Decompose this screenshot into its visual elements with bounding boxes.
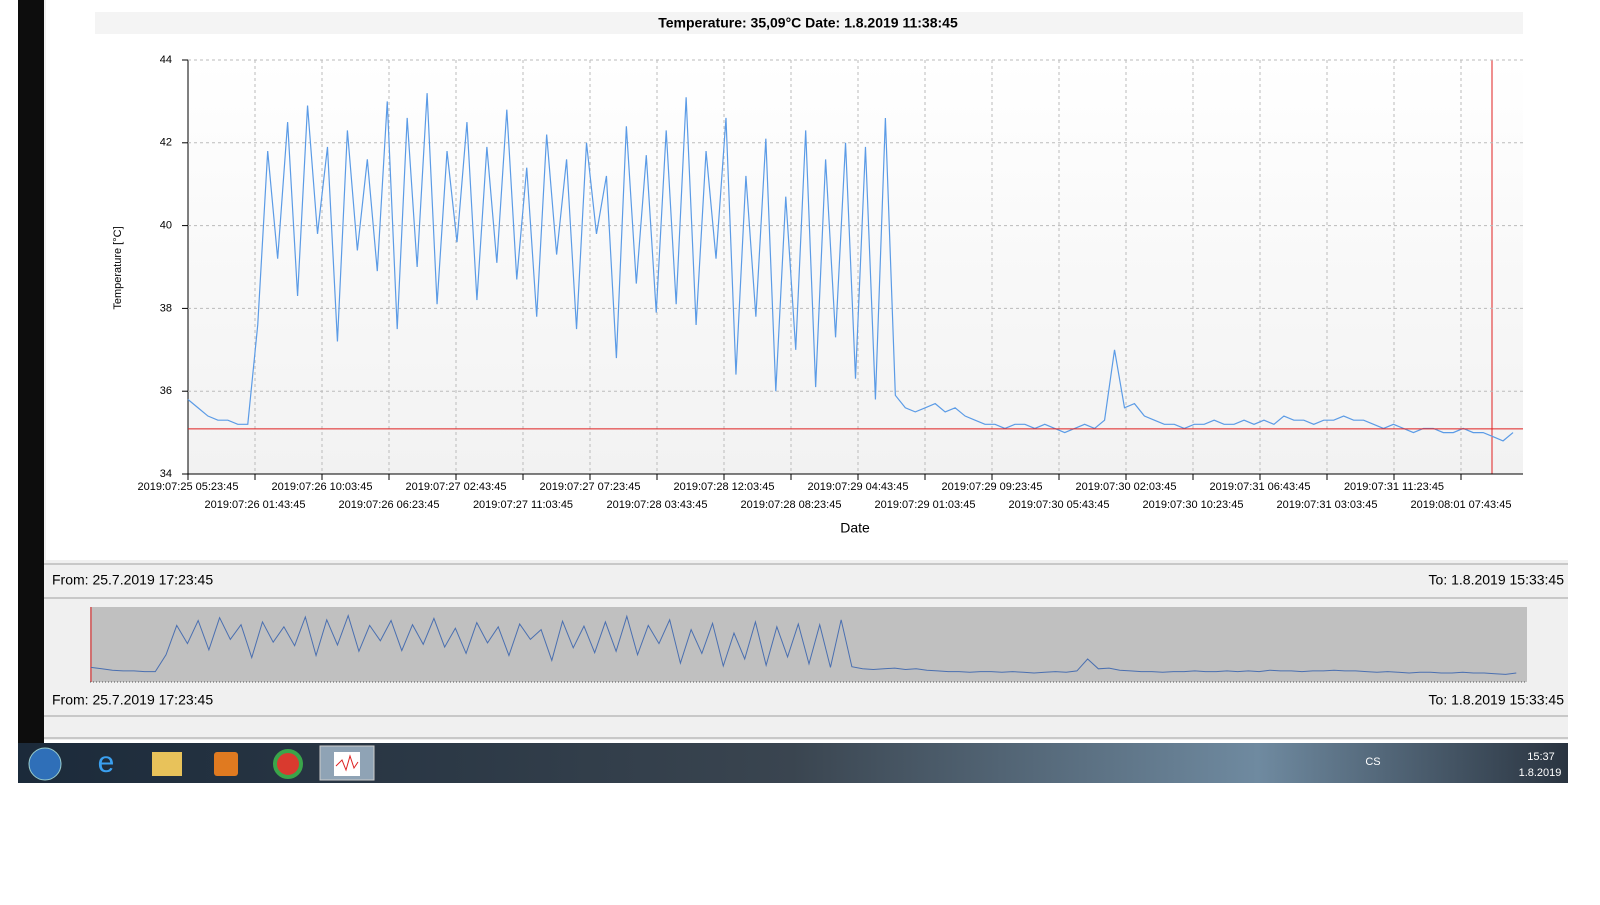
range-to: To: 1.8.2019 15:33:45 (1429, 692, 1565, 708)
x-tick-label: 2019:07:29 04:43:45 (808, 481, 909, 493)
x-tick-label: 2019:07:29 01:03:45 (875, 499, 976, 511)
x-tick-label: 2019:07:26 06:23:45 (339, 499, 440, 511)
x-tick-label: 2019:07:27 02:43:45 (406, 481, 507, 493)
x-tick-label: 2019:08:01 07:43:45 (1411, 499, 1512, 511)
start-button[interactable] (28, 747, 62, 781)
taskbar (18, 743, 1568, 783)
x-axis-label: Date (840, 520, 870, 536)
range-from: From: 25.7.2019 17:23:45 (52, 692, 213, 708)
x-tick-label: 2019:07:30 05:43:45 (1009, 499, 1110, 511)
x-tick-label: 2019:07:26 10:03:45 (272, 481, 373, 493)
x-tick-label: 2019:07:31 11:23:45 (1344, 481, 1444, 493)
y-axis-label: Temperature [°C] (112, 226, 124, 309)
media-icon[interactable] (214, 752, 238, 776)
x-tick-label: 2019:07:28 08:23:45 (741, 499, 842, 511)
x-tick-label: 2019:07:25 05:23:45 (138, 481, 239, 493)
x-tick-label: 2019:07:31 03:03:45 (1277, 499, 1378, 511)
x-tick-label: 2019:07:26 01:43:45 (205, 499, 306, 511)
y-tick-label: 40 (160, 220, 172, 232)
chart-title: Temperature: 35,09°C Date: 1.8.2019 11:3… (658, 15, 958, 31)
x-tick-label: 2019:07:27 07:23:45 (540, 481, 641, 493)
x-tick-label: 2019:07:30 10:23:45 (1143, 499, 1244, 511)
temperature-line (187, 93, 1514, 442)
x-tick-label: 2019:07:30 02:03:45 (1076, 481, 1177, 493)
explorer-icon[interactable] (152, 752, 182, 776)
x-tick-label: 2019:07:28 03:43:45 (607, 499, 708, 511)
y-tick-label: 44 (160, 54, 172, 66)
x-tick-label: 2019:07:29 09:23:45 (942, 481, 1043, 493)
chrome-icon[interactable] (273, 749, 303, 779)
x-tick-label: 2019:07:27 11:03:45 (473, 499, 573, 511)
plot-area (188, 60, 1523, 474)
language[interactable]: CS (1365, 756, 1380, 768)
navigator-line (90, 614, 1517, 675)
range-from: From: 25.7.2019 17:23:45 (52, 572, 213, 588)
navigator (90, 607, 1527, 682)
y-tick-label: 38 (160, 302, 172, 314)
clock-time[interactable]: 15:37 (1527, 751, 1555, 763)
y-tick-label: 34 (160, 468, 172, 480)
ie-icon[interactable]: e (98, 746, 115, 779)
range-to: To: 1.8.2019 15:33:45 (1429, 572, 1565, 588)
app-icon-line (335, 754, 359, 772)
clock-date[interactable]: 1.8.2019 (1519, 767, 1562, 779)
x-tick-label: 2019:07:28 12:03:45 (674, 481, 775, 493)
desktop-edge (18, 0, 44, 783)
y-tick-label: 42 (160, 137, 172, 149)
y-tick-label: 36 (160, 385, 172, 397)
x-tick-label: 2019:07:31 06:43:45 (1210, 481, 1311, 493)
title-band (95, 12, 1523, 34)
